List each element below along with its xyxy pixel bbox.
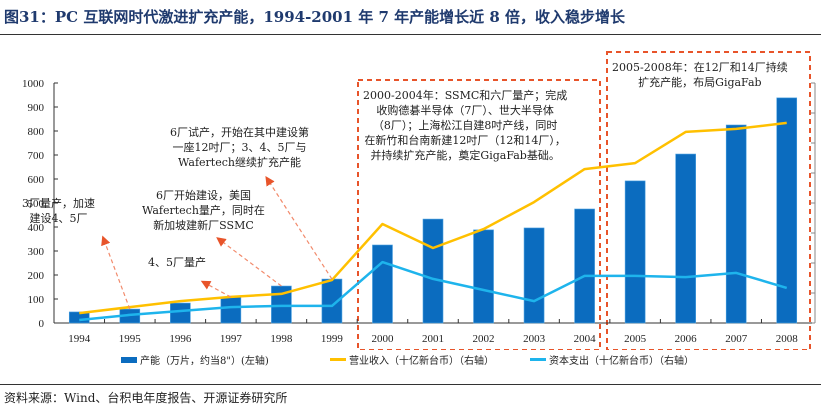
legend-swatch-capacity — [121, 356, 137, 363]
legend-item-capex: 资本支出（十亿新台币）（右轴） — [530, 352, 694, 367]
x-tick-label-1996: 1996 — [169, 333, 192, 345]
x-tick-label-2007: 2007 — [725, 333, 748, 345]
bar-capacity-2001 — [422, 218, 444, 324]
x-tick-label-1997: 1997 — [220, 333, 243, 345]
bar-capacity-2007 — [725, 124, 747, 324]
bar-capacity-2003 — [523, 227, 545, 324]
bar-capacity-2000 — [372, 244, 393, 324]
legend-label-revenue: 营业收入（十亿新台币）（右轴） — [349, 356, 494, 367]
x-tick-label-2008: 2008 — [776, 333, 799, 345]
x-tick-label-2000: 2000 — [371, 333, 394, 345]
x-tick-label-2001: 2001 — [422, 333, 444, 345]
bar-capacity-1996 — [170, 302, 191, 324]
x-tick-label-2006: 2006 — [675, 333, 698, 345]
source-divider — [0, 384, 821, 385]
x-tick-label-2004: 2004 — [574, 333, 597, 345]
source-note: 资料来源：Wind、台积电年度报告、开源证券研究所 — [4, 391, 288, 405]
legend-item-revenue: 营业收入（十亿新台币）（右轴） — [330, 352, 494, 367]
left-axis-tick-label: 600 — [28, 174, 45, 186]
x-tick-label-2005: 2005 — [624, 333, 647, 345]
annotation-fab3: 3厂量产，加速 建设4、5厂 — [22, 197, 95, 225]
legend-label-capex: 资本支出（十亿新台币）（右轴） — [549, 356, 694, 367]
left-axis-tick-label: 400 — [28, 222, 45, 234]
left-axis-tick-label: 800 — [28, 126, 45, 138]
left-axis-tick-label: 200 — [28, 270, 45, 282]
x-tick-label-2003: 2003 — [523, 333, 546, 345]
figure-title: 图31：PC 互联网时代激进扩充产能，1994-2001 年 7 年产能增长近 … — [4, 8, 626, 26]
bar-capacity-2002 — [473, 229, 494, 324]
bar-capacity-1997 — [220, 296, 242, 324]
annotation-fab6-trial: 6厂试产，开始在其中建设第 一座12吋厂；3、4、5厂与 Wafertech继续… — [170, 126, 309, 169]
left-axis-tick-label: 700 — [28, 150, 45, 162]
arrow-1999 — [265, 175, 333, 280]
x-tick-label-1994: 1994 — [68, 333, 91, 345]
arrow-1995 — [101, 235, 131, 310]
arrow-1998 — [216, 237, 282, 287]
legend-swatch-capex — [530, 358, 546, 361]
bar-capacity-1994 — [68, 311, 90, 324]
left-axis-tick-label: 500 — [28, 198, 45, 210]
bar-capacity-2004 — [574, 208, 595, 324]
x-tick-label-1998: 1998 — [270, 333, 293, 345]
legend-swatch-revenue — [330, 358, 346, 361]
arrow-1997 — [200, 280, 232, 298]
x-tick-label-1999: 1999 — [321, 333, 344, 345]
left-axis-tick-label: 1000 — [22, 78, 45, 90]
left-axis-tick-label: 900 — [28, 102, 45, 114]
left-axis-tick-label: 300 — [28, 246, 45, 258]
annotation-box-frame-2000-2004 — [357, 79, 601, 350]
annotation-box-2000-2004: 2000-2004年：SSMC和六厂量产；完成 收购德碁半导体（7厂）、世大半导… — [363, 89, 568, 162]
left-axis-tick-label: 0 — [39, 318, 45, 330]
left-axis-tick-label: 100 — [28, 294, 45, 306]
x-tick-label-2002: 2002 — [473, 333, 495, 345]
bar-capacity-2005 — [624, 180, 646, 324]
bar-capacity-2008 — [776, 97, 798, 324]
annotation-box-2005-2008: 2005-2008年：在12厂和14厂持续 扩充产能，布局GigaFab — [612, 61, 788, 89]
legend-item-capacity: 产能（万片，约当8"）(左轴) — [121, 352, 269, 367]
chart: 0 100 200 300 400 500 600 700 800 900 1000 1994 1995… — [22, 51, 816, 350]
annotation-fab45: 4、5厂量产 — [148, 256, 206, 269]
annotation-box-frame-2005-2008 — [606, 51, 811, 350]
title-divider — [0, 34, 821, 35]
annotation-fab6-start: 6厂开始建设，美国 Wafertech量产，同时在 新加坡建新厂SSMC — [142, 189, 265, 232]
x-tick-label-1995: 1995 — [119, 333, 142, 345]
legend-label-capacity: 产能（万片，约当8"）(左轴) — [140, 356, 269, 367]
bar-capacity-2006 — [675, 153, 696, 324]
